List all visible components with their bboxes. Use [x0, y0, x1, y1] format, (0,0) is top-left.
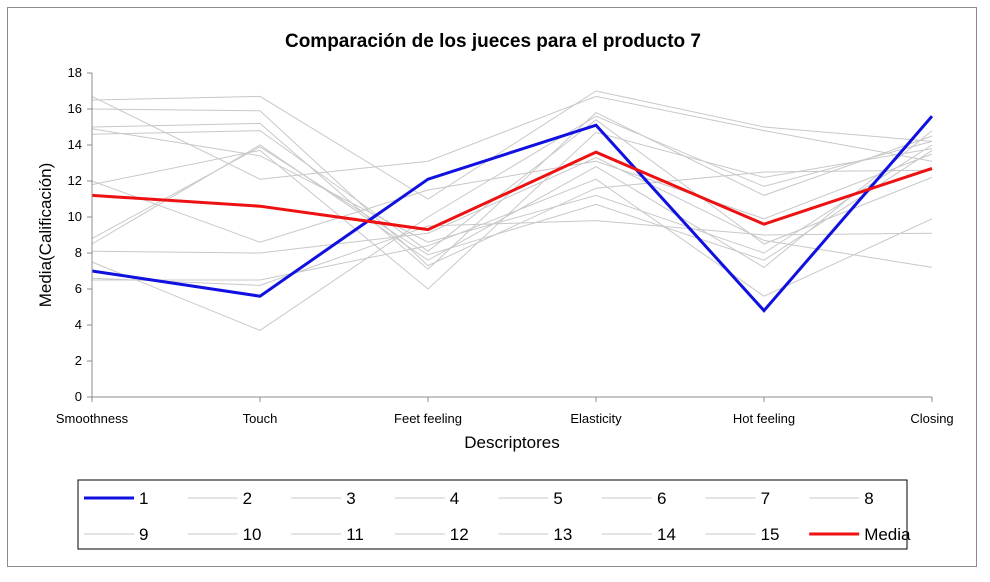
legend-label: 9	[139, 525, 148, 544]
legend-label: 10	[243, 525, 262, 544]
x-tick-label: Feet feeling	[394, 411, 462, 426]
y-tick-label: 10	[68, 209, 82, 224]
legend-label: 12	[450, 525, 469, 544]
legend-label: 1	[139, 489, 148, 508]
series-line-media	[91, 150, 933, 232]
chart-title: Comparación de los jueces para el produc…	[285, 31, 701, 52]
legend: 1 2 3 4 5 6 7 89 10 11 12 13 14 15 Media	[84, 489, 911, 544]
y-axis-label: Media(Calificación)	[36, 163, 55, 308]
series-line-judge-15	[91, 146, 933, 261]
legend-label: 14	[657, 525, 676, 544]
series-lines	[91, 90, 934, 331]
series-line-judge-7	[91, 131, 933, 290]
series-line-judge-14	[91, 108, 933, 267]
legend-label: 11	[346, 525, 364, 544]
line-chart: Comparación de los jueces para el produc…	[36, 31, 954, 550]
series-line-judge-5	[91, 119, 933, 252]
legend-label: 6	[657, 489, 666, 508]
legend-label: 15	[761, 525, 780, 544]
y-tick-label: 4	[75, 317, 82, 332]
y-tick-label: 14	[68, 137, 82, 152]
y-axis-ticks: 0 2 4 6 8 10 12 14 16 18	[68, 65, 92, 404]
series-line-judge-13	[91, 128, 933, 254]
y-tick-label: 2	[75, 353, 82, 368]
y-tick-label: 16	[68, 101, 82, 116]
x-tick-label: Smoothness	[56, 411, 129, 426]
y-tick-label: 8	[75, 245, 82, 260]
series-line-judge-3	[91, 95, 933, 180]
x-axis-label: Descriptores	[464, 433, 559, 452]
series-line-judge-11	[92, 178, 933, 297]
legend-label: 2	[243, 489, 252, 508]
series-line-judge-10	[91, 115, 933, 331]
x-tick-label: Touch	[243, 411, 278, 426]
legend-label: 5	[553, 489, 562, 508]
x-axis-ticks: Smoothness Touch Feet feeling Elasticity Hot…	[56, 397, 954, 426]
x-tick-label: Hot feeling	[733, 411, 795, 426]
legend-label: Media	[864, 525, 911, 544]
legend-label: 4	[450, 489, 459, 508]
series-line-judge-1	[91, 115, 934, 313]
series-line-judge-6	[91, 153, 933, 243]
legend-label: 3	[346, 489, 355, 508]
series-line-judge-9	[91, 130, 933, 269]
y-tick-label: 12	[68, 173, 82, 188]
y-tick-label: 0	[75, 389, 82, 404]
x-tick-label: Closing	[910, 411, 953, 426]
legend-label: 7	[761, 489, 770, 508]
y-tick-label: 18	[68, 65, 82, 80]
y-tick-label: 6	[75, 281, 82, 296]
x-tick-label: Elasticity	[570, 411, 622, 426]
series-line-judge-2	[91, 90, 933, 200]
chart-frame: Comparación de los jueces para el produc…	[7, 7, 977, 567]
legend-box	[77, 479, 908, 550]
legend-label: 13	[553, 525, 572, 544]
legend-label: 8	[864, 489, 873, 508]
